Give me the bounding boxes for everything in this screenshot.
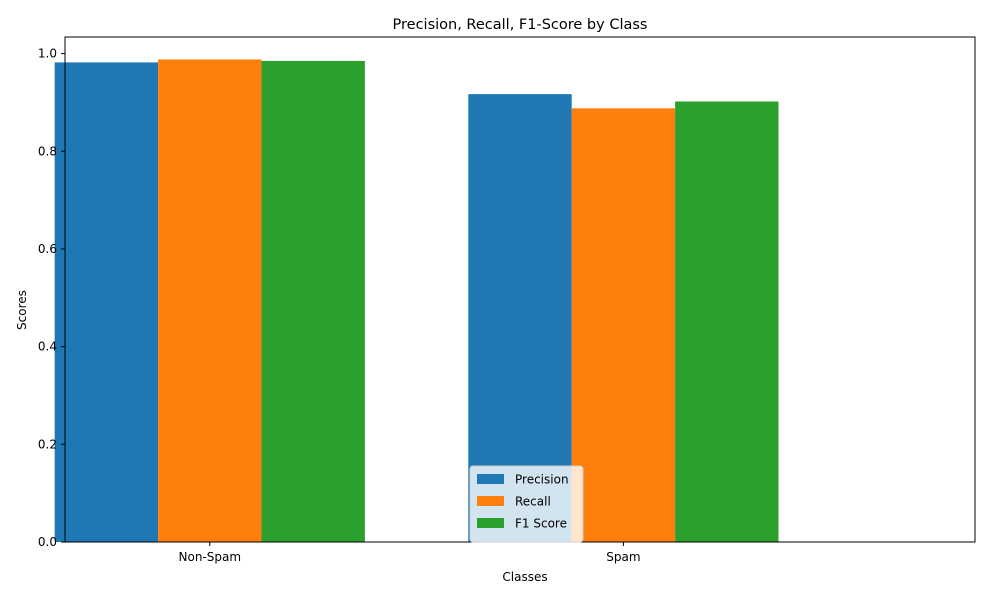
bar-precision-non-spam (54, 62, 159, 543)
legend-swatch-recall (477, 496, 504, 506)
y-axis: 0.0 0.2 0.4 0.6 0.8 1.0 (38, 47, 65, 549)
bar-f1-score-spam (675, 101, 779, 542)
y-tick-label: 0.6 (38, 242, 57, 256)
bar-recall-non-spam (158, 59, 262, 542)
legend: Precision Recall F1 Score (469, 465, 584, 543)
legend-label: F1 Score (515, 517, 567, 531)
y-tick-label: 0.2 (38, 437, 57, 451)
x-tick-label: Non-Spam (179, 550, 242, 564)
bars-layer (54, 59, 779, 543)
legend-label: Precision (515, 473, 569, 487)
y-tick-label: 0.0 (38, 535, 57, 549)
x-axis-label: Classes (502, 570, 547, 584)
bar-f1-score-non-spam (261, 60, 365, 543)
y-tick-label: 0.4 (38, 340, 57, 354)
y-tick-label: 1.0 (38, 47, 57, 61)
chart-title: Precision, Recall, F1-Score by Class (393, 17, 648, 33)
legend-swatch-precision (477, 474, 504, 484)
x-tick-label: Spam (606, 550, 640, 564)
y-axis-label: Scores (15, 290, 29, 330)
x-axis: Non-Spam Spam (179, 542, 641, 564)
legend-label: Recall (515, 495, 551, 509)
y-tick-label: 0.8 (38, 144, 57, 158)
legend-swatch-f1-score (477, 518, 504, 528)
bar-recall-spam (571, 108, 676, 542)
